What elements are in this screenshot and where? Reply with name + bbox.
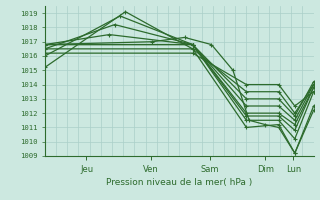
X-axis label: Pression niveau de la mer( hPa ): Pression niveau de la mer( hPa ) [106,178,252,187]
